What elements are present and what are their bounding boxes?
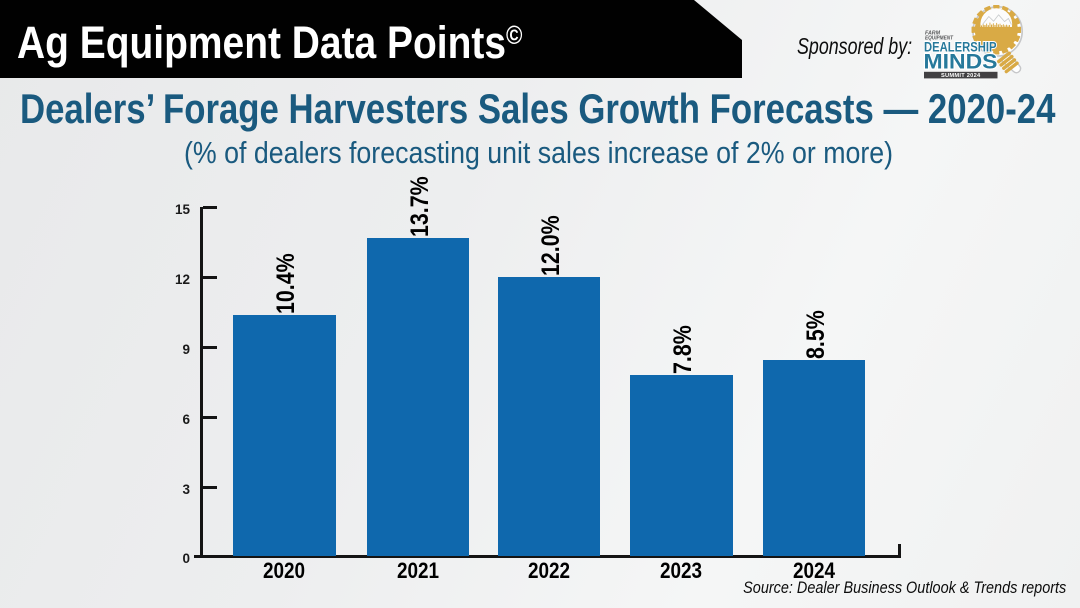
svg-text:EQUIPMENT: EQUIPMENT (925, 36, 954, 42)
svg-text:MINDS: MINDS (924, 50, 998, 74)
svg-text:SUMMIT 2024: SUMMIT 2024 (941, 73, 981, 79)
svg-text:FARM: FARM (925, 31, 941, 37)
svg-text:DEALERSHIP: DEALERSHIP (924, 39, 997, 54)
